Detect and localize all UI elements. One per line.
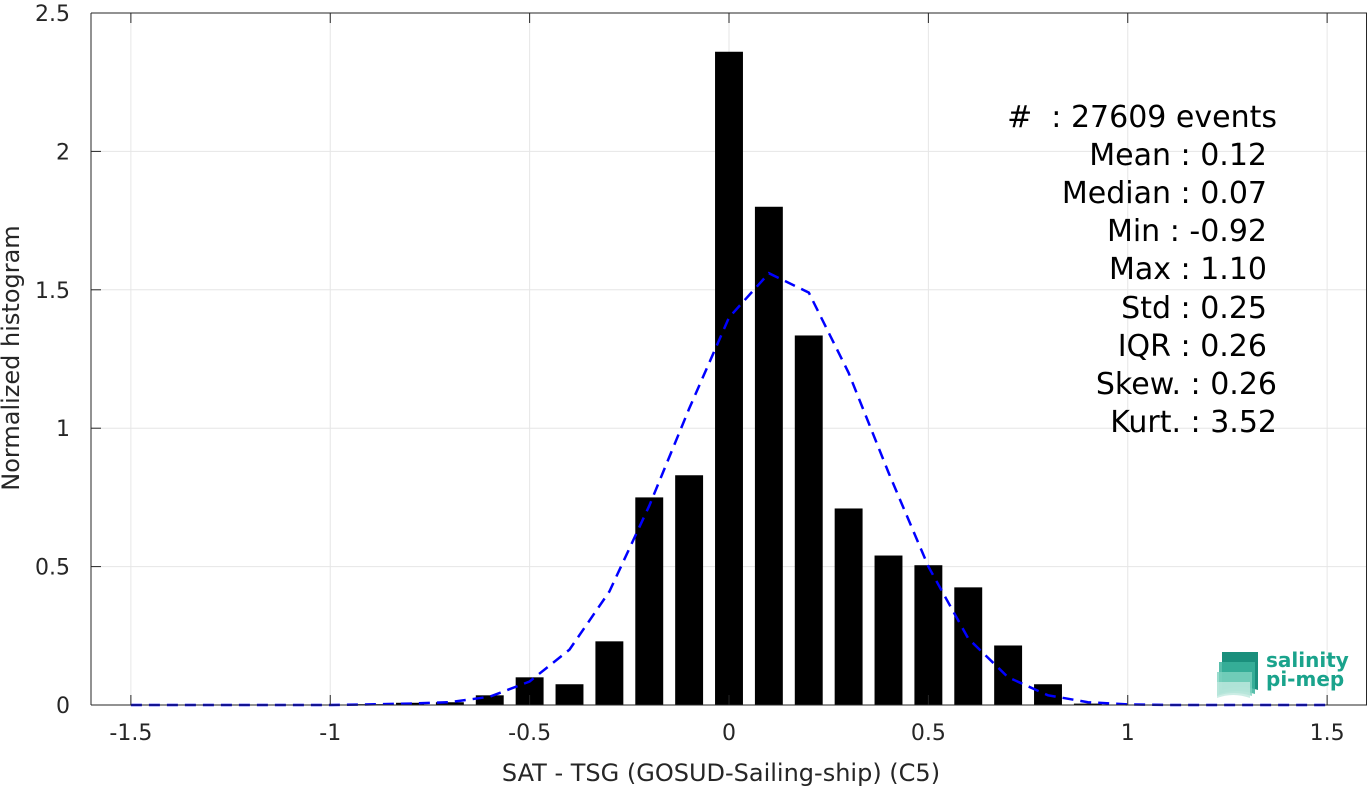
histogram-bar [555,684,584,705]
y-tick-label: 1.5 [35,279,70,304]
histogram-bar [834,508,863,705]
salinity-pimep-logo: salinity pi-mep [1217,648,1349,698]
histogram-bar [595,641,624,705]
x-tick-label: 0.5 [911,721,946,746]
stat-kurt: Kurt. : 3.52 [1110,405,1277,440]
fit-curve-line [130,271,1328,707]
histogram-bar [435,702,464,705]
logo-text-salinity: salinity [1266,648,1349,672]
stat-mean: Mean : 0.12 [1089,138,1267,173]
stat-min: Min : -0.92 [1107,214,1267,249]
histogram-bar [994,645,1023,705]
y-tick-label: 0.5 [35,556,70,581]
stats-box: # : 27609 events Mean : 0.12 Median : 0.… [1007,100,1277,440]
stat-median: Median : 0.07 [1062,176,1267,211]
histogram-bar [715,51,743,705]
histogram-bar [1073,703,1102,705]
histogram-bar [954,587,983,705]
histogram-bar [754,206,783,705]
histogram-bars [356,51,1102,705]
stat-events: # : 27609 events [1007,100,1277,135]
histogram-bar [475,695,504,705]
y-tick-label: 2.5 [35,2,70,27]
histogram-bar [914,565,943,705]
x-tick-label: 1.5 [1310,721,1345,746]
histogram-bar [874,555,903,705]
histogram-bar [794,335,823,705]
logo-text-pimep: pi-mep [1266,667,1344,691]
histogram-bar [675,475,704,705]
x-axis-label: SAT - TSG (GOSUD-Sailing-ship) (C5) [502,759,940,787]
fit-curve-layer [130,271,1328,707]
x-tick-label: -0.5 [508,721,551,746]
stat-std: Std : 0.25 [1121,291,1267,326]
y-axis-label: Normalized histogram [0,225,25,490]
x-tick-label: 1 [1121,721,1135,746]
stat-skew: Skew. : 0.26 [1096,367,1277,402]
stat-iqr: IQR : 0.26 [1118,329,1267,364]
y-tick-label: 2 [56,140,70,165]
y-tick-label: 1 [56,417,70,442]
y-tick-label: 0 [56,694,70,719]
x-tick-label: -1 [319,721,341,746]
stat-max: Max : 1.10 [1109,252,1267,287]
x-tick-label: 0 [722,721,736,746]
wave-logo-icon [1217,652,1258,698]
x-tick-label: -1.5 [109,721,152,746]
tick-labels: -1.5 -1 -0.5 0 0.5 1 1.5 0 0.5 1 1.5 2 2.5 [35,2,1345,746]
histogram-bar [635,497,664,705]
